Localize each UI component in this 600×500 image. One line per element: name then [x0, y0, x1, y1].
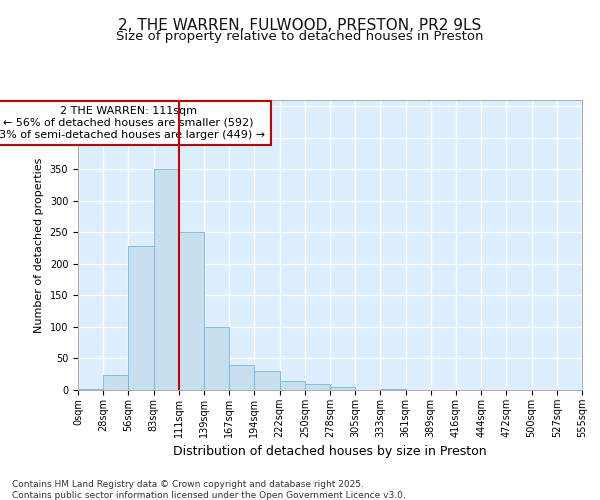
- Text: 2, THE WARREN, FULWOOD, PRESTON, PR2 9LS: 2, THE WARREN, FULWOOD, PRESTON, PR2 9LS: [118, 18, 482, 32]
- Bar: [330, 387, 355, 390]
- Bar: [229, 365, 254, 390]
- Bar: [305, 384, 330, 390]
- X-axis label: Distribution of detached houses by size in Preston: Distribution of detached houses by size …: [173, 446, 487, 458]
- Text: Size of property relative to detached houses in Preston: Size of property relative to detached ho…: [116, 30, 484, 43]
- Y-axis label: Number of detached properties: Number of detached properties: [34, 158, 44, 332]
- Bar: [103, 375, 128, 390]
- Bar: [280, 380, 305, 390]
- Bar: [154, 170, 179, 390]
- Bar: [78, 388, 103, 390]
- Bar: [254, 371, 280, 390]
- Text: 2 THE WARREN: 111sqm
← 56% of detached houses are smaller (592)
43% of semi-deta: 2 THE WARREN: 111sqm ← 56% of detached h…: [0, 106, 265, 140]
- Bar: [179, 232, 204, 390]
- Bar: [204, 327, 229, 390]
- Text: Contains HM Land Registry data © Crown copyright and database right 2025.: Contains HM Land Registry data © Crown c…: [12, 480, 364, 489]
- Bar: [128, 246, 154, 390]
- Text: Contains public sector information licensed under the Open Government Licence v3: Contains public sector information licen…: [12, 491, 406, 500]
